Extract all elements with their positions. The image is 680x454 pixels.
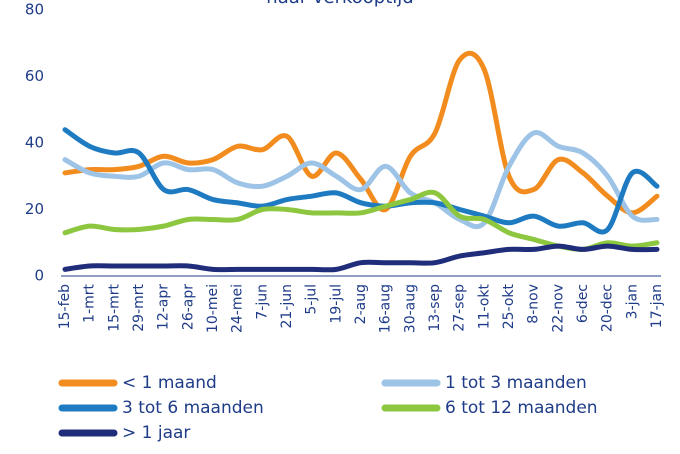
chart-title: naar verkooptijd [266, 0, 413, 8]
x-tick-label: 1-mrt [82, 283, 98, 322]
x-tick-label: 15-mrt [106, 283, 122, 331]
x-tick-label: 3-jan [624, 284, 640, 319]
x-tick-label: 15-feb [57, 284, 73, 329]
x-tick-label: 27-sep [452, 284, 468, 332]
x-tick-label: 7-jun [254, 284, 270, 320]
x-tick-label: 2-aug [353, 284, 369, 324]
x-tick-label: 25-okt [501, 283, 517, 329]
y-tick-label: 60 [25, 67, 44, 85]
y-tick-label: 20 [25, 200, 44, 218]
legend-label: 1 tot 3 maanden [445, 373, 587, 393]
x-tick-label: 10-mei [205, 284, 221, 333]
x-tick-label: 21-jun [279, 284, 295, 329]
x-tick-label: 30-aug [402, 284, 418, 333]
x-tick-label: 8-nov [526, 284, 542, 324]
x-tick-label: 13-sep [427, 284, 443, 332]
y-tick-label: 80 [25, 1, 44, 19]
series-line [62, 243, 660, 273]
legend-label: > 1 jaar [122, 423, 190, 443]
x-tick-label: 6-dec [575, 284, 591, 323]
legend-label: < 1 maand [122, 373, 217, 393]
x-tick-label: 19-jul [328, 284, 344, 324]
legend-label: 3 tot 6 maanden [122, 398, 264, 418]
x-tick-label: 20-dec [600, 284, 616, 332]
series-line [62, 50, 660, 216]
y-tick-label: 40 [25, 134, 44, 152]
y-tick-label: 0 [34, 267, 44, 285]
legend-label: 6 tot 12 maanden [445, 398, 598, 418]
x-tick-label: 26-apr [180, 284, 196, 330]
x-tick-label: 5-jul [304, 284, 320, 315]
x-tick-label: 17-jan [649, 284, 665, 328]
x-tick-label: 12-apr [156, 284, 172, 330]
x-tick-label: 24-mei [230, 284, 246, 333]
series-line [62, 130, 660, 230]
x-tick-label: 22-nov [550, 284, 566, 333]
series-line [62, 127, 660, 235]
x-tick-label: 29-mrt [131, 283, 147, 331]
x-tick-label: 16-aug [378, 284, 394, 333]
x-tick-label: 11-okt [476, 283, 492, 329]
